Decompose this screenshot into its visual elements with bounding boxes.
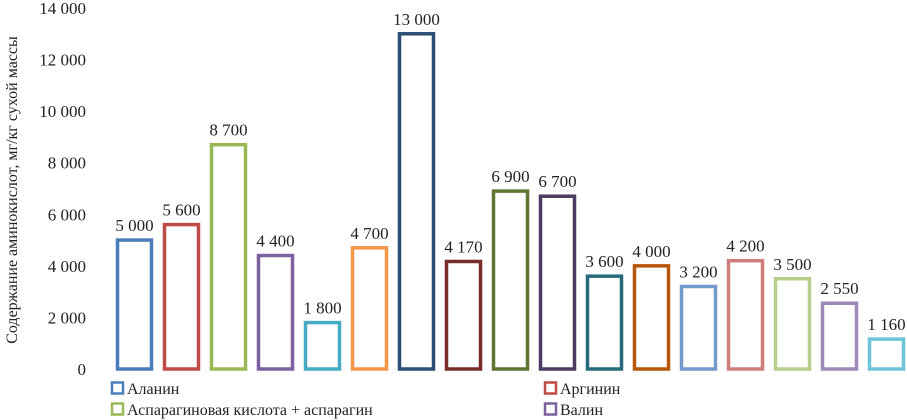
legend-swatch (543, 402, 558, 416)
legend-label: Аланин (127, 381, 180, 398)
bar (632, 264, 671, 371)
bar (867, 337, 906, 371)
bar (397, 32, 436, 371)
bar (585, 274, 624, 371)
y-axis-title: Содержание аминокислот, мг/кг сухой масс… (4, 36, 21, 344)
bar (820, 301, 859, 371)
bar (209, 142, 248, 371)
data-label: 2 550 (820, 279, 858, 298)
bar (679, 284, 718, 371)
data-label: 5 000 (115, 216, 153, 235)
data-label: 4 200 (726, 237, 764, 256)
data-label: 4 700 (350, 224, 388, 243)
data-label: 3 500 (773, 255, 811, 274)
legend-swatch (110, 402, 125, 416)
legend-swatch (110, 381, 125, 395)
data-label: 1 160 (867, 315, 905, 334)
data-label: 6 900 (491, 167, 529, 186)
bar (444, 259, 483, 371)
y-tick-label: 12 000 (39, 51, 86, 70)
bar (115, 238, 154, 371)
data-label: 4 170 (444, 237, 482, 256)
legend-label: Валин (560, 402, 603, 419)
bar (256, 253, 295, 371)
data-label: 1 800 (303, 299, 341, 318)
y-tick-label: 6 000 (48, 205, 86, 224)
y-tick-label: 8 000 (48, 154, 86, 173)
bar (773, 277, 812, 371)
legend-label: Аспарагиновая кислота + аспарагин (127, 402, 373, 419)
data-label: 5 600 (162, 201, 200, 220)
bar (303, 320, 342, 371)
legend-swatch (543, 381, 558, 395)
y-tick-label: 2 000 (48, 308, 86, 327)
data-label: 4 400 (256, 232, 294, 251)
bar (491, 189, 530, 371)
data-label: 6 700 (538, 172, 576, 191)
data-label: 4 000 (632, 242, 670, 261)
bar (726, 258, 765, 371)
y-tick-label: 4 000 (48, 257, 86, 276)
y-tick-label: 10 000 (39, 102, 86, 121)
legend-label: Аргинин (560, 381, 621, 398)
data-label: 3 600 (585, 252, 623, 271)
bar (350, 246, 389, 371)
bar (538, 194, 577, 371)
y-tick-label: 14 000 (39, 0, 86, 18)
bar (162, 222, 201, 371)
data-label: 13 000 (393, 10, 440, 29)
data-label: 8 700 (209, 121, 247, 140)
y-tick-label: 0 (78, 360, 87, 379)
data-label: 3 200 (679, 262, 717, 281)
